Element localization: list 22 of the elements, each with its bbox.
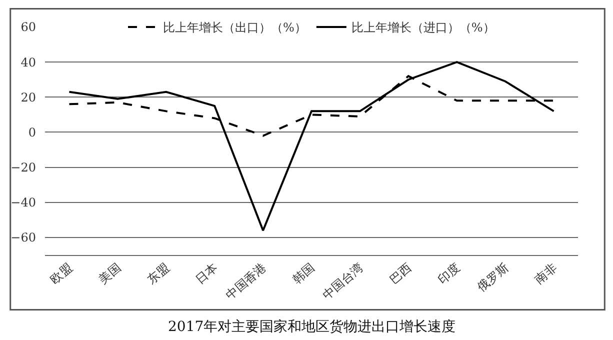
x-tick-label: 韩国 [290,260,318,287]
x-tick-label: 中国香港 [223,260,269,302]
y-tick-label: 60 [20,20,36,34]
y-tick-label: 40 [20,55,36,70]
legend-label: 比上年增长（进口）（%） [351,20,495,35]
y-tick-label: −40 [10,196,36,210]
x-tick-label: 美国 [96,260,124,287]
x-tick-label: 欧盟 [48,260,76,287]
x-tick-label: 印度 [435,260,463,287]
y-tick-label: 0 [28,125,36,140]
y-tick-label: 20 [20,90,36,104]
text: 2017年对主要国家和地区货物进出口增长速度 [168,319,456,335]
x-tick-label: 南非 [532,260,560,287]
x-tick-label: 巴西 [386,260,414,287]
x-tick-label: 东盟 [144,260,172,287]
x-tick-label: 俄罗斯 [474,260,512,294]
y-tick-label: −60 [10,230,36,245]
legend-label: 比上年增长（出口）（%） [163,20,306,35]
line-series [68,61,555,232]
x-tick-label: 中国台湾 [320,260,366,302]
x-tick-label: 日本 [192,260,220,287]
y-tick-label: −20 [10,160,36,175]
